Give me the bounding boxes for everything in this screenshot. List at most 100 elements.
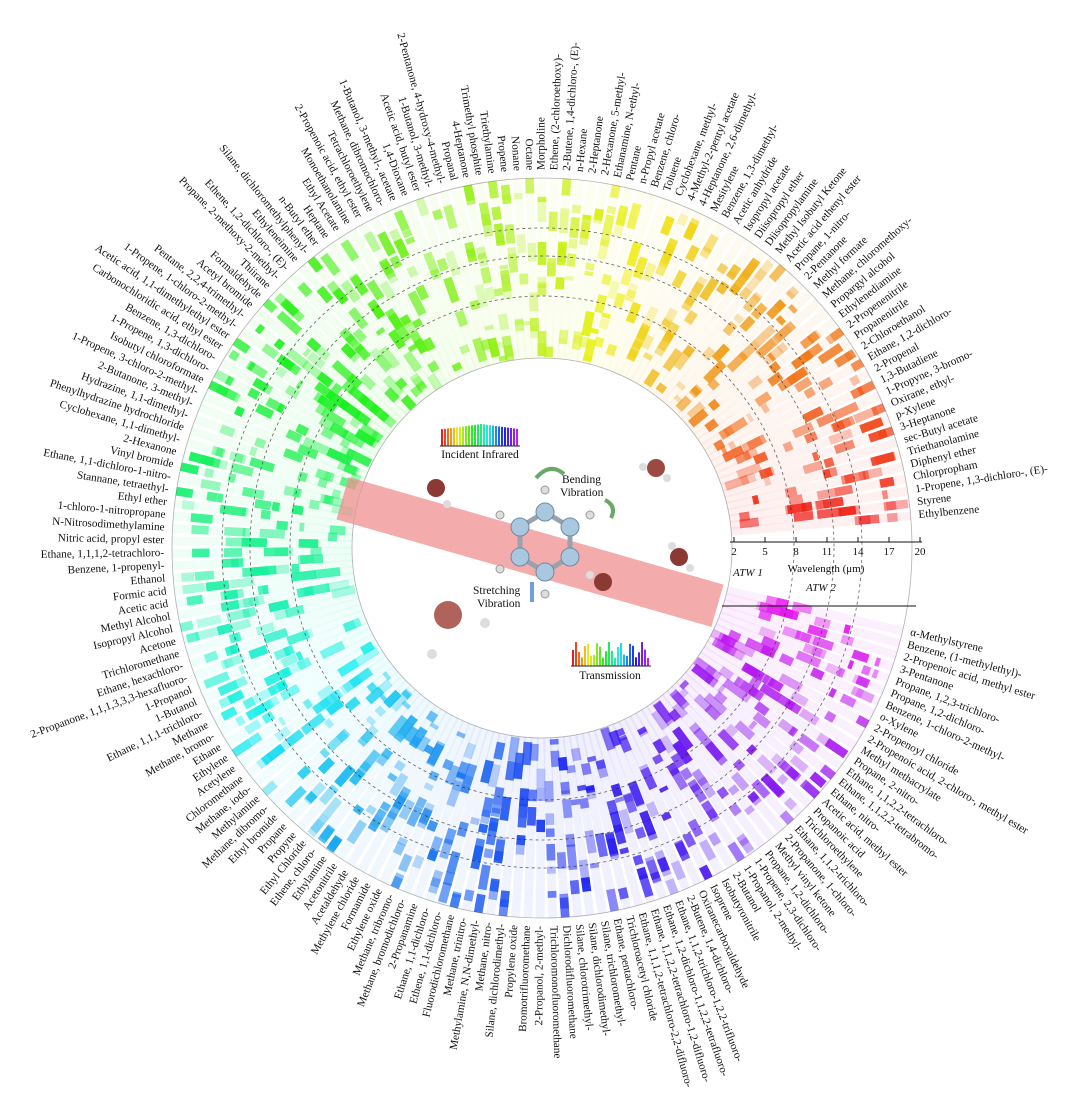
axis-tick-label: 14	[853, 546, 865, 558]
spectrum-spoke	[212, 633, 377, 725]
spectrum-spoke	[556, 179, 584, 360]
bending-arrow-icon	[534, 466, 566, 480]
spectrum-spoke	[726, 462, 904, 511]
ring-guide	[351, 357, 733, 739]
transmission-bar	[590, 655, 592, 666]
spectrum-spoke	[173, 565, 354, 596]
spectrum-spoke	[600, 197, 669, 371]
transmission-bar	[608, 642, 610, 666]
spectrum-spoke	[357, 711, 453, 873]
spectrum-spoke	[550, 178, 572, 359]
incident-bar	[510, 428, 512, 446]
ring-guide	[171, 177, 913, 919]
spectrum-spoke	[232, 337, 387, 446]
spectrum-spoke	[523, 737, 540, 918]
incident-bar	[498, 426, 500, 446]
spectrum-spoke	[225, 348, 384, 451]
spectrum-spoke	[189, 603, 363, 668]
spectrum-spoke	[368, 714, 459, 879]
spectrum-spoke	[724, 450, 902, 505]
spectrum-spoke	[635, 228, 736, 388]
atw2-label: ATW 2	[805, 582, 836, 594]
spectrum-spoke	[337, 234, 443, 391]
spectrum-spoke	[288, 272, 417, 411]
spectrum-spoke	[449, 731, 501, 909]
spectrum-spoke	[681, 298, 822, 425]
spectrum-spoke	[646, 241, 757, 395]
spectrum-spoke	[172, 559, 353, 583]
spectrum-spoke	[730, 499, 910, 530]
transmission-bar	[611, 650, 613, 666]
spectrum-spoke	[186, 438, 362, 499]
spectrum-spoke	[569, 182, 609, 362]
spectrum-spoke	[193, 609, 366, 680]
spectrum-spoke	[606, 201, 681, 373]
ring-guide	[249, 255, 835, 841]
spectrum-spoke	[473, 734, 514, 914]
spectrum-spoke	[261, 670, 403, 797]
bending-label: Bending	[562, 474, 601, 486]
chemical-label: Ethane, 1,1,1,2-tetrachloro-	[41, 547, 165, 561]
spectrum-spoke	[279, 280, 413, 416]
spectrum-spoke	[537, 178, 547, 358]
spectrum-spoke	[641, 234, 747, 391]
chemical-label: Propene	[495, 135, 511, 173]
spectrum-spoke	[254, 308, 399, 430]
spectrum-spoke	[415, 197, 484, 371]
spectrum-spoke	[231, 649, 387, 757]
spectrum-spoke	[278, 679, 412, 814]
spectrum-spoke	[710, 380, 876, 468]
center-illustration: Incident Infrared Bending	[336, 424, 724, 682]
incident-bar	[507, 427, 509, 446]
incident-bar	[444, 428, 446, 446]
spectrum-spoke	[463, 184, 509, 363]
spectrum-spoke	[306, 693, 427, 839]
axis-tick-label: 2	[731, 546, 737, 558]
incident-bar	[441, 429, 443, 446]
spectrum-spoke	[549, 737, 570, 918]
spectrum-spoke	[716, 403, 886, 480]
spectrum-spoke	[171, 536, 353, 549]
spectrum-spoke	[487, 180, 521, 361]
spectrum-spoke	[171, 546, 353, 558]
spectrum-spoke	[197, 615, 368, 692]
transmission-bar	[626, 655, 628, 666]
incident-bar	[468, 425, 470, 446]
spectrum-spoke	[594, 193, 657, 368]
chemical-label: Propylene oxide	[503, 925, 520, 999]
transmission-bar	[614, 657, 616, 666]
atw-markers: ATW 1 ATW 2	[722, 567, 916, 607]
spectrum-spoke	[225, 644, 383, 747]
spectrum-spoke	[693, 327, 845, 441]
spectrum-spoke	[715, 617, 886, 695]
benzene-atoms	[495, 485, 595, 599]
spectrum-spoke	[605, 723, 679, 896]
spectrum-spoke	[555, 736, 582, 917]
spectrum-spoke	[676, 289, 813, 421]
incident-bar	[474, 424, 476, 446]
spectrum-spoke	[707, 369, 871, 463]
spectrum-spoke	[675, 676, 812, 808]
incident-bar	[501, 426, 503, 446]
spectrum-spoke	[317, 248, 432, 399]
spectrum-spoke	[202, 391, 371, 474]
spectrum-spoke	[700, 645, 858, 750]
spectrum-spoke	[588, 190, 645, 367]
spectrum-spoke	[671, 681, 803, 817]
spectrum-spoke	[461, 733, 508, 911]
spectrum-spoke	[180, 462, 358, 511]
spectrum-spoke	[718, 414, 891, 486]
incident-bar	[471, 425, 473, 446]
transmission-bar	[587, 643, 589, 666]
chemical-label: Morpholine	[536, 117, 548, 170]
axis-tick-label: 8	[793, 546, 799, 558]
axis-tick-label: 17	[884, 546, 896, 558]
spectrum-spoke	[315, 697, 432, 847]
incident-bar	[477, 424, 479, 446]
incident-bar	[450, 428, 452, 446]
spectrum-spoke	[498, 736, 527, 917]
spectrum-spoke	[667, 272, 796, 411]
spectrum-spoke	[646, 702, 756, 856]
spectrum-spoke	[182, 450, 360, 505]
